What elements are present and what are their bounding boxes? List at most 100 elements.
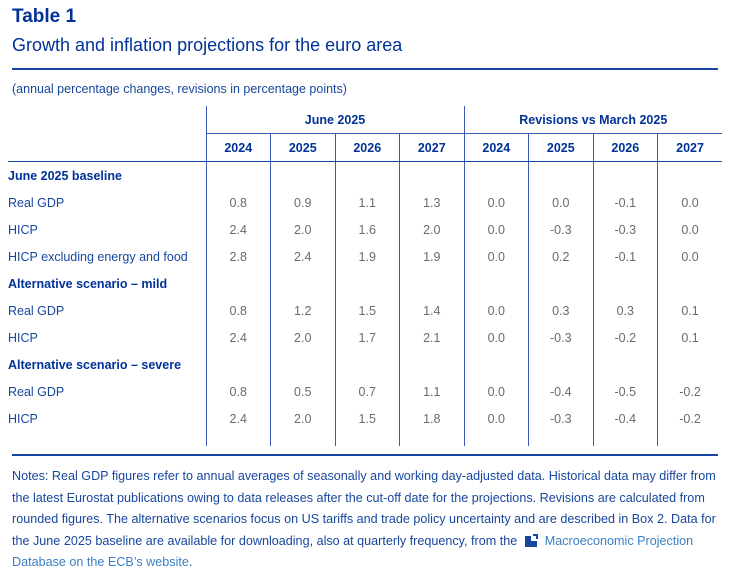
value-cell: 0.8 [205, 378, 271, 405]
value-cell: 0.0 [657, 243, 723, 270]
value-cell: 0.1 [657, 324, 723, 351]
table-row: Real GDP 0.8 1.2 1.5 1.4 0.0 0.3 0.3 0.1 [8, 297, 723, 324]
value-cell: 1.8 [399, 405, 465, 432]
value-cell: 2.1 [399, 324, 465, 351]
value-cell: -0.2 [657, 405, 723, 432]
empty-cell [592, 270, 658, 297]
row-label: Real GDP [8, 384, 65, 399]
top-divider [12, 68, 718, 70]
value-cell: -0.2 [657, 378, 723, 405]
empty-cell [8, 432, 206, 446]
value-cell: 1.7 [334, 324, 400, 351]
row-label: HICP [8, 330, 38, 345]
row-label: Real GDP [8, 303, 65, 318]
value-cell: 1.3 [399, 189, 465, 216]
value-cell: 0.0 [657, 216, 723, 243]
value-cell: 1.1 [334, 189, 400, 216]
empty-cell [334, 432, 400, 446]
value-cell: 0.0 [463, 216, 529, 243]
year-header: 2026 [592, 133, 658, 162]
empty-cell [463, 432, 529, 446]
value-cell: 2.4 [205, 216, 271, 243]
year-header: 2027 [399, 133, 465, 162]
empty-cell [657, 432, 723, 446]
table-title: Growth and inflation projections for the… [12, 35, 403, 55]
value-cell: 0.3 [592, 297, 658, 324]
value-cell: 0.0 [528, 189, 594, 216]
value-cell: 2.0 [270, 405, 335, 432]
value-cell: 0.7 [334, 378, 400, 405]
table-row: HICP 2.4 2.0 1.7 2.1 0.0 -0.3 -0.2 0.1 [8, 324, 723, 351]
empty-cell [205, 161, 271, 189]
value-cell: 2.0 [270, 216, 335, 243]
year-header: 2025 [270, 133, 335, 162]
empty-cell [528, 351, 594, 378]
value-cell: 0.9 [270, 189, 335, 216]
value-cell: 0.0 [463, 189, 529, 216]
year-header: 2024 [463, 133, 529, 162]
empty-cell [528, 432, 594, 446]
value-cell: -0.2 [592, 324, 658, 351]
value-cell: 1.9 [399, 243, 465, 270]
value-cell: 0.0 [463, 378, 529, 405]
table-row: Real GDP 0.8 0.9 1.1 1.3 0.0 0.0 -0.1 0.0 [8, 189, 723, 216]
value-cell: 0.0 [463, 324, 529, 351]
value-cell: 2.0 [399, 216, 465, 243]
table-number: Table 1 [12, 6, 77, 27]
section-title: June 2025 baseline [8, 168, 122, 183]
value-cell: 1.4 [399, 297, 465, 324]
empty-cell [399, 351, 465, 378]
empty-cell [528, 270, 594, 297]
table-body: June 2025 baseline Real GDP 0.8 0.9 1.1 1.3 0.… [8, 161, 723, 446]
empty-cell [270, 270, 335, 297]
ecb-database-link[interactable]: Macroeconomic Projection Database on the… [12, 533, 694, 570]
value-cell: 0.0 [463, 297, 529, 324]
projections-table: June 2025 Revisions vs March 2025 2024 2… [8, 106, 723, 446]
empty-cell [334, 351, 400, 378]
value-cell: -0.3 [528, 324, 594, 351]
value-cell: 0.0 [463, 243, 529, 270]
value-cell: 1.6 [334, 216, 400, 243]
group-header-row: June 2025 Revisions vs March 2025 [8, 106, 723, 134]
value-cell: -0.4 [528, 378, 594, 405]
empty-cell [334, 270, 400, 297]
value-cell: 1.2 [270, 297, 335, 324]
value-cell: 2.4 [205, 405, 271, 432]
value-cell: 2.4 [205, 324, 271, 351]
empty-cell [205, 270, 271, 297]
value-cell: 1.5 [334, 405, 400, 432]
empty-cell [205, 351, 271, 378]
empty-cell [592, 432, 658, 446]
notes-end: . [188, 555, 193, 569]
row-label: HICP [8, 222, 38, 237]
value-cell: -0.1 [592, 189, 658, 216]
empty-cell [528, 161, 594, 189]
value-cell: 2.4 [270, 243, 335, 270]
value-cell: -0.3 [528, 405, 594, 432]
value-cell: 0.8 [205, 297, 271, 324]
section-row: Alternative scenario – mild [8, 270, 723, 297]
spacer-row [8, 432, 723, 446]
year-header-row: 2024 2025 2026 2027 2024 2025 2026 2027 [8, 133, 723, 162]
row-label: HICP excluding energy and food [8, 249, 188, 264]
notes: Notes: Real GDP figures refer to annual … [12, 466, 722, 574]
value-cell: 0.1 [657, 297, 723, 324]
external-link-icon[interactable] [524, 533, 539, 547]
group-header-june-2025: June 2025 [205, 106, 465, 134]
year-header: 2027 [657, 133, 723, 162]
value-cell: 0.0 [463, 405, 529, 432]
notes-text: Notes: Real GDP figures refer to annual … [12, 469, 716, 548]
empty-cell [657, 161, 723, 189]
units-caption: (annual percentage changes, revisions in… [12, 82, 347, 96]
bottom-divider [12, 454, 718, 456]
year-header: 2026 [334, 133, 400, 162]
empty-cell [270, 351, 335, 378]
value-cell: 0.5 [270, 378, 335, 405]
section-title: Alternative scenario – mild [8, 276, 168, 291]
empty-cell [657, 270, 723, 297]
empty-cell [463, 161, 529, 189]
table-row: HICP excluding energy and food 2.8 2.4 1.9 1… [8, 243, 723, 270]
value-cell: 0.8 [205, 189, 271, 216]
empty-cell [463, 270, 529, 297]
empty-cell [463, 351, 529, 378]
